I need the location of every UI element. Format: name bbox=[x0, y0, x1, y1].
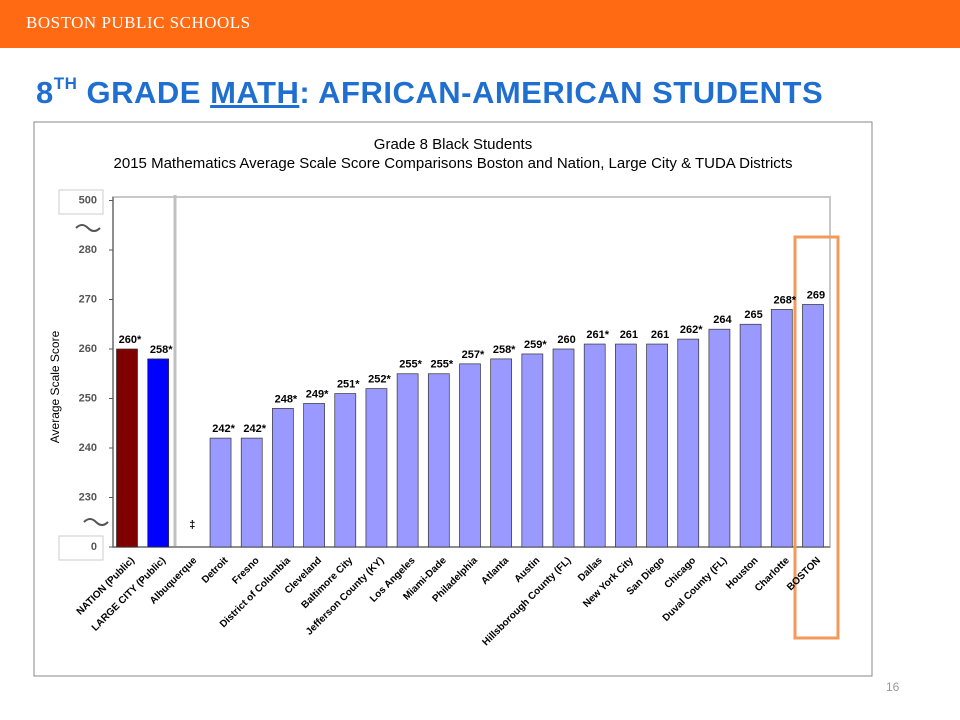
y-tick-label: 230 bbox=[79, 491, 97, 503]
value-label: 265 bbox=[744, 309, 762, 321]
value-label: 260* bbox=[119, 334, 142, 346]
value-label: 257* bbox=[462, 349, 485, 361]
value-label: 249* bbox=[306, 388, 329, 400]
value-label: 269 bbox=[807, 289, 825, 301]
bar bbox=[802, 304, 824, 548]
chart-subtitle: 2015 Mathematics Average Scale Score Com… bbox=[114, 155, 793, 172]
bar bbox=[615, 343, 637, 548]
title-text: GRADE bbox=[77, 75, 211, 110]
chart-frame bbox=[33, 121, 873, 677]
bar bbox=[427, 373, 450, 548]
value-label: 262* bbox=[680, 324, 703, 336]
y-tick-label: 0 bbox=[91, 541, 97, 553]
value-label: ‡ bbox=[189, 519, 195, 531]
value-label: 259* bbox=[524, 339, 547, 351]
title-superscript: TH bbox=[53, 74, 78, 93]
value-label: 261* bbox=[586, 329, 609, 341]
x-tick-label: Atlanta bbox=[479, 555, 511, 587]
value-label: 258* bbox=[493, 344, 516, 356]
y-axis-label: Average Scale Score bbox=[48, 330, 62, 443]
x-tick-label: Austin bbox=[513, 555, 543, 585]
bar bbox=[490, 358, 513, 548]
value-label: 261 bbox=[620, 329, 638, 341]
bar bbox=[770, 309, 793, 548]
bar bbox=[365, 388, 388, 548]
axis-break bbox=[83, 518, 109, 526]
bar bbox=[552, 348, 575, 548]
y-tick-label: 240 bbox=[79, 442, 97, 454]
x-tick-label: Detroit bbox=[200, 555, 231, 586]
bar bbox=[240, 437, 263, 548]
bar bbox=[334, 393, 357, 548]
title-text: : AFRICAN-AMERICAN STUDENTS bbox=[299, 75, 824, 110]
bar bbox=[209, 437, 232, 548]
value-label: 255* bbox=[399, 359, 422, 371]
value-label: 242* bbox=[243, 423, 266, 435]
bar bbox=[646, 343, 668, 548]
y-tick-label: 260 bbox=[79, 343, 97, 355]
header-text: BOSTON PUBLIC SCHOOLS bbox=[26, 13, 251, 32]
x-tick-label: NATION (Public) bbox=[75, 555, 137, 617]
bar bbox=[739, 323, 762, 548]
bar bbox=[303, 403, 325, 548]
bar bbox=[459, 363, 481, 548]
bar bbox=[147, 358, 170, 548]
boston-highlight bbox=[793, 235, 840, 640]
x-tick-label: Fresno bbox=[230, 555, 261, 586]
value-label: 242* bbox=[212, 423, 235, 435]
x-tick-label: Charlotte bbox=[753, 555, 792, 594]
value-label: 248* bbox=[275, 393, 298, 405]
bar bbox=[272, 408, 294, 548]
slide-title: 8TH GRADE MATH: AFRICAN-AMERICAN STUDENT… bbox=[36, 74, 823, 111]
value-label: 261 bbox=[651, 329, 669, 341]
bar bbox=[708, 328, 731, 548]
axis-break bbox=[75, 224, 101, 232]
x-tick-label: Dallas bbox=[576, 555, 605, 584]
y-tick-label: 250 bbox=[79, 392, 97, 404]
y-tick-label: 280 bbox=[79, 244, 97, 256]
bar bbox=[521, 353, 544, 548]
y-tick-label: 500 bbox=[79, 194, 97, 206]
chart-title: Grade 8 Black Students bbox=[374, 136, 532, 153]
y-tick-label: 270 bbox=[79, 293, 97, 305]
bar bbox=[396, 373, 419, 548]
tick-box bbox=[58, 189, 104, 215]
value-label: 268* bbox=[773, 294, 796, 306]
header-bar: BOSTON PUBLIC SCHOOLS bbox=[0, 0, 960, 48]
value-label: 252* bbox=[368, 374, 391, 386]
value-label: 264 bbox=[713, 314, 732, 326]
bar bbox=[677, 338, 700, 548]
value-label: 260 bbox=[557, 334, 575, 346]
title-underlined: MATH bbox=[210, 75, 300, 110]
title-number: 8 bbox=[36, 75, 54, 110]
tick-box bbox=[58, 535, 104, 561]
bar bbox=[583, 343, 606, 548]
x-tick-label: BOSTON bbox=[785, 555, 823, 593]
value-label: 251* bbox=[337, 378, 360, 390]
value-label: 258* bbox=[150, 344, 173, 356]
bar bbox=[116, 348, 138, 548]
page-number: 16 bbox=[886, 680, 900, 694]
value-label: 255* bbox=[430, 359, 453, 371]
